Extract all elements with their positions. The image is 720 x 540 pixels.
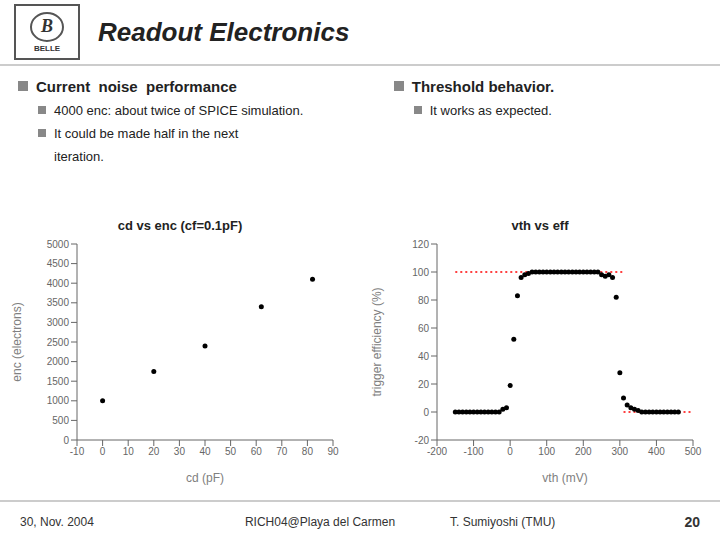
svg-text:-200: -200 — [427, 446, 447, 457]
html-text:Readout Electronics: Readout Electronics — [98, 16, 350, 47]
svg-text:cd (pF): cd (pF) — [186, 471, 224, 485]
svg-text:3000: 3000 — [47, 317, 70, 328]
svg-text:2000: 2000 — [47, 356, 70, 367]
svg-text:500: 500 — [685, 446, 702, 457]
svg-text:60: 60 — [251, 446, 263, 457]
svg-text:0: 0 — [423, 407, 429, 418]
svg-text:10: 10 — [123, 446, 135, 457]
svg-text:30: 30 — [174, 446, 186, 457]
html-text:B: B — [41, 16, 53, 36]
html-text:Current noise performance: Current noise performance — [36, 78, 237, 95]
svg-text:20: 20 — [148, 446, 160, 457]
svg-text:1000: 1000 — [47, 395, 70, 406]
svg-text:20: 20 — [418, 379, 430, 390]
svg-text:0: 0 — [507, 446, 513, 457]
svg-text:0: 0 — [100, 446, 106, 457]
svg-text:400: 400 — [648, 446, 665, 457]
html-text:cd vs enc (cf=0.1pF): cd vs enc (cf=0.1pF) — [117, 218, 243, 233]
svg-text:500: 500 — [52, 415, 69, 426]
html-text:RICH04@Playa del Carmen: RICH04@Playa del Carmen — [244, 515, 396, 529]
html-text:Threshold behavior.: Threshold behavior. — [411, 78, 555, 95]
svg-text:90: 90 — [327, 446, 339, 457]
svg-text:0: 0 — [63, 435, 69, 446]
svg-text:-20: -20 — [415, 435, 430, 446]
html-text:20: 20 — [684, 514, 700, 530]
svg-text:100: 100 — [538, 446, 555, 457]
html-text:30, Nov. 2004: 30, Nov. 2004 — [20, 515, 94, 529]
svg-text:4000: 4000 — [47, 278, 70, 289]
svg-text:40: 40 — [418, 351, 430, 362]
svg-text:70: 70 — [276, 446, 288, 457]
svg-text:80: 80 — [418, 295, 430, 306]
html-text:iteration.: iteration. — [54, 149, 104, 164]
svg-text:vth (mV): vth (mV) — [542, 471, 587, 485]
html-text:4000 enc: about twice of SPICE: 4000 enc: about twice of SPICE simulatio… — [54, 103, 304, 118]
svg-text:trigger efficiency (%): trigger efficiency (%) — [370, 287, 384, 396]
html-text:vth vs eff: vth vs eff — [511, 218, 569, 233]
svg-text:4500: 4500 — [47, 258, 70, 269]
html-text:It could be made half in the n: It could be made half in the next — [54, 126, 239, 141]
svg-text:1500: 1500 — [47, 376, 70, 387]
svg-text:60: 60 — [418, 323, 430, 334]
svg-text:300: 300 — [612, 446, 629, 457]
svg-text:80: 80 — [302, 446, 314, 457]
svg-text:-10: -10 — [70, 446, 85, 457]
svg-text:40: 40 — [199, 446, 211, 457]
svg-text:3500: 3500 — [47, 297, 70, 308]
svg-text:2500: 2500 — [47, 337, 70, 348]
svg-text:100: 100 — [412, 267, 429, 278]
html-text:T. Sumiyoshi (TMU): T. Sumiyoshi (TMU) — [450, 515, 556, 529]
svg-text:-100: -100 — [464, 446, 484, 457]
svg-text:50: 50 — [225, 446, 237, 457]
html-text:BELLE: BELLE — [33, 43, 61, 53]
svg-text:5000: 5000 — [47, 239, 70, 250]
html-text:It works as expected.: It works as expected. — [429, 103, 552, 118]
svg-text:enc (electrons): enc (electrons) — [10, 302, 24, 381]
svg-text:120: 120 — [412, 239, 429, 250]
svg-text:200: 200 — [575, 446, 592, 457]
